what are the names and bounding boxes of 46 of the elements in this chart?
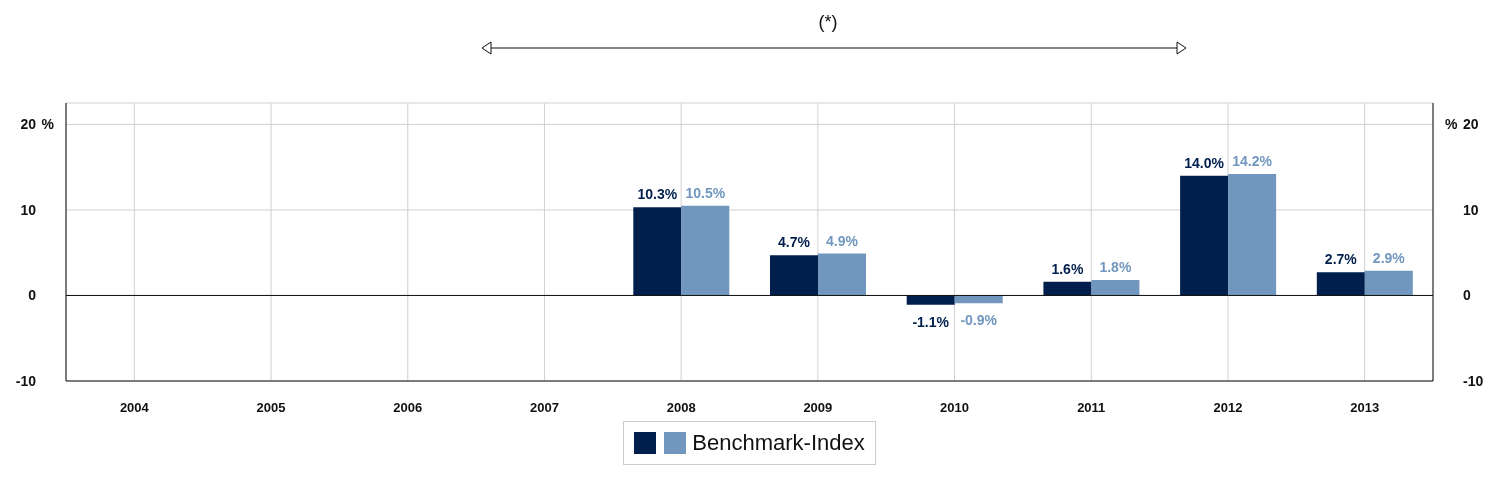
y-tick-label: 0 — [28, 287, 37, 304]
data-label: 4.7% — [778, 234, 811, 251]
data-label: 4.9% — [826, 232, 859, 249]
data-label: 2.7% — [1324, 251, 1358, 268]
bar — [770, 255, 819, 296]
data-label: 2.9% — [1372, 249, 1406, 266]
y2-axis-title: % — [1445, 116, 1458, 133]
bar — [1043, 281, 1092, 296]
bar — [1228, 174, 1277, 296]
x-tick-label: 2005 — [256, 400, 286, 416]
legend-label: Benchmark-Index — [692, 430, 865, 456]
x-tick-label: 2006 — [393, 400, 423, 416]
x-tick-label: 2010 — [940, 400, 970, 416]
data-label: 1.6% — [1051, 260, 1084, 277]
x-tick-label: 2012 — [1213, 400, 1243, 416]
data-label: 1.8% — [1099, 259, 1132, 276]
bar — [681, 205, 730, 296]
x-tick-label: 2004 — [119, 400, 150, 416]
x-tick-label: 2008 — [666, 400, 696, 416]
data-label: -1.1% — [912, 313, 950, 330]
y-tick-label: 20 — [20, 116, 37, 133]
y-axis-title: % — [41, 116, 55, 133]
text: (*) — [817, 12, 839, 33]
bar — [1180, 175, 1229, 296]
data-label: 14.2% — [1232, 153, 1273, 169]
data-label: 10.3% — [637, 186, 678, 203]
bar — [1091, 280, 1140, 296]
bar — [906, 295, 955, 305]
y2-tick-label: 20 — [1463, 116, 1479, 133]
x-tick-label: 2013 — [1350, 400, 1380, 416]
bar — [954, 295, 1003, 304]
x-tick-label: 2007 — [529, 400, 559, 416]
x-tick-label: 2009 — [803, 400, 833, 416]
y2-tick-label: 0 — [1463, 287, 1471, 304]
x-tick-label: 2011 — [1077, 400, 1106, 416]
bar — [633, 207, 682, 296]
data-label: 14.0% — [1184, 154, 1225, 171]
y2-tick-label: 10 — [1463, 201, 1479, 218]
data-label: -0.9% — [960, 312, 998, 329]
bar — [1364, 270, 1413, 296]
y-tick-label: -10 — [15, 373, 37, 389]
bar — [1316, 272, 1365, 296]
data-label: 10.5% — [685, 184, 726, 201]
y2-tick-label: -10 — [1463, 373, 1484, 389]
y-tick-label: 10 — [20, 201, 37, 218]
bar — [818, 253, 867, 296]
